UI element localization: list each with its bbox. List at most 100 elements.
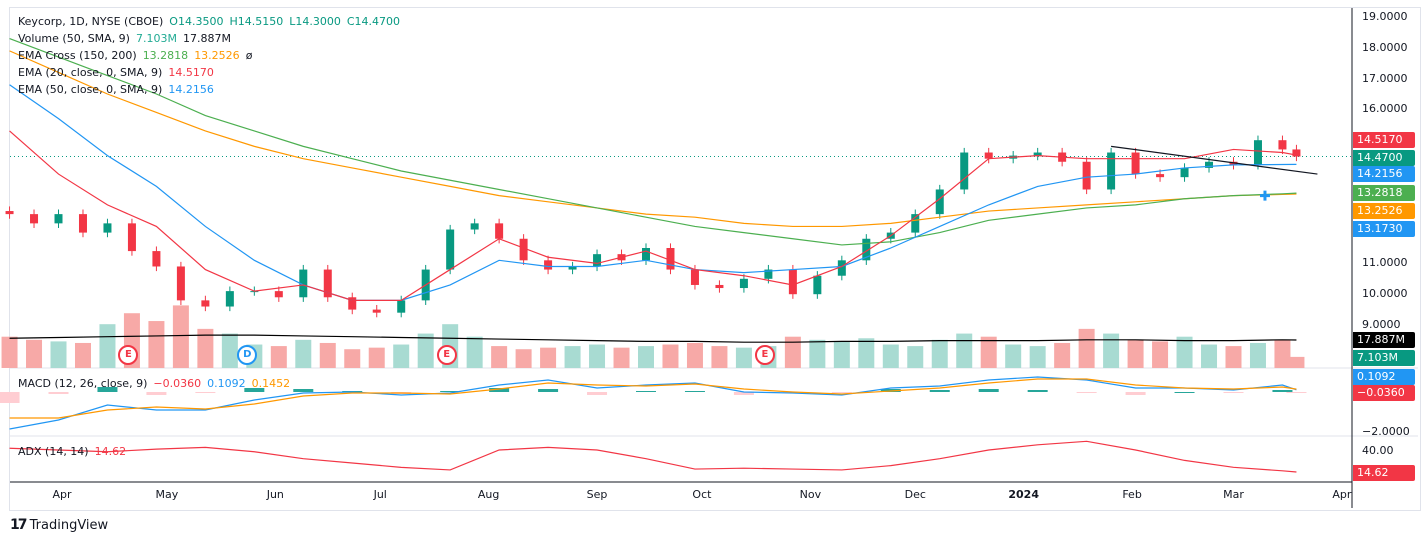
- trendline: [1111, 145, 1318, 175]
- price-badge: 17.887M: [1353, 332, 1415, 348]
- candle-body: [5, 211, 14, 215]
- earnings-marker[interactable]: E: [754, 345, 775, 365]
- volume-bar: [637, 346, 654, 368]
- legend-macd[interactable]: MACD (12, 26, close, 9) −0.0360 0.1092 0.14…: [18, 377, 296, 390]
- candle-body: [78, 214, 87, 233]
- candle-body: [641, 248, 650, 261]
- volume-bar: [1288, 356, 1305, 368]
- price-badge: 0.1092: [1353, 369, 1415, 385]
- candle-body: [715, 284, 724, 289]
- macd-histogram-bar: [97, 387, 118, 392]
- volume-bar: [319, 342, 336, 368]
- volume-bar: [1, 336, 18, 368]
- close-value: C14.4700: [346, 15, 401, 28]
- macd-histogram-bar: [1272, 390, 1293, 392]
- price-tick: 10.0000: [1362, 287, 1408, 301]
- adx-axis-tick: 40.00: [1362, 444, 1394, 457]
- legend-ema-cross[interactable]: EMA Cross (150, 200) 13.2818 13.2526 ø: [18, 49, 258, 62]
- chart-frame: [9, 7, 1421, 511]
- macd-histogram-bar: [929, 390, 950, 392]
- volume-sma-line: [9, 334, 1297, 343]
- volume-bar: [270, 346, 287, 368]
- candle-body: [764, 269, 773, 279]
- macd-histogram-bar: [489, 388, 510, 392]
- candle-body: [984, 152, 993, 159]
- macd-value: 0.1092: [207, 377, 246, 390]
- volume-bar: [735, 347, 752, 368]
- tradingview-logo[interactable]: 17 TradingView: [10, 517, 108, 533]
- legend-adx[interactable]: ADX (14, 14) 14.62: [18, 445, 132, 458]
- time-axis-label: Jul: [373, 488, 387, 501]
- high-value: H14.5150: [229, 15, 284, 28]
- volume-bar: [1103, 333, 1120, 368]
- earnings-marker[interactable]: E: [118, 345, 139, 365]
- volume-bar: [344, 349, 361, 368]
- macd-histogram-bar: [1125, 392, 1146, 395]
- macd-histogram-bar: [48, 392, 69, 394]
- volume-bar: [931, 339, 948, 368]
- candle-body: [862, 238, 871, 261]
- candle-body: [1107, 152, 1116, 190]
- dividend-marker[interactable]: D: [237, 345, 258, 365]
- volume-bar: [956, 333, 973, 368]
- candle-body: [397, 300, 406, 313]
- candle-body: [519, 238, 528, 261]
- time-axis-label: Jun: [266, 488, 284, 501]
- legend-volume[interactable]: Volume (50, SMA, 9) 7.103M 17.887M: [18, 32, 237, 45]
- candle-body: [690, 269, 699, 285]
- volume-bar: [466, 336, 483, 368]
- price-badge: 7.103M: [1353, 350, 1415, 366]
- ema150-line: [9, 37, 1297, 246]
- candle-body: [739, 278, 748, 289]
- macd-histogram-bar: [587, 392, 608, 395]
- open-value: O14.3500: [169, 15, 224, 28]
- price-tick: 11.0000: [1362, 256, 1408, 270]
- macd-histogram-bar: [1223, 392, 1244, 393]
- price-badge: 13.1730: [1353, 221, 1415, 237]
- macd-histogram-bar: [684, 391, 705, 392]
- candle-body: [30, 214, 39, 224]
- legend-main[interactable]: Keycorp, 1D, NYSE (CBOE) O14.3500 H14.5150…: [18, 15, 406, 28]
- volume-bar: [1005, 344, 1022, 368]
- volume-bar: [1152, 341, 1169, 368]
- candle-body: [568, 266, 577, 270]
- adx-label: ADX (14, 14): [18, 445, 89, 458]
- macd-histogram-bar: [195, 392, 216, 393]
- price-badge: 14.5170: [1353, 132, 1415, 148]
- time-axis-label: Apr: [1332, 488, 1352, 501]
- candle-body: [103, 223, 112, 233]
- legend-ema20[interactable]: EMA (20, close, 0, SMA, 9) 14.5170: [18, 66, 220, 79]
- volume-bar: [417, 333, 434, 368]
- time-axis-label: Oct: [692, 488, 712, 501]
- macd-histogram-bar: [538, 389, 559, 392]
- macd-line: [9, 376, 1297, 430]
- time-axis-label: Dec: [904, 488, 926, 501]
- volume-label: Volume (50, SMA, 9): [18, 32, 130, 45]
- signal-line: [9, 378, 1297, 419]
- macd-label: MACD (12, 26, close, 9): [18, 377, 148, 390]
- volume-bar: [1127, 339, 1144, 368]
- legend-ema50[interactable]: EMA (50, close, 0, SMA, 9) 14.2156: [18, 83, 220, 96]
- macd-histogram-bar: [1027, 390, 1048, 392]
- candle-body: [1180, 167, 1189, 178]
- macd-histogram-bar: [1174, 392, 1195, 393]
- ema20-label: EMA (20, close, 0, SMA, 9): [18, 66, 163, 79]
- earnings-marker[interactable]: E: [436, 345, 457, 365]
- volume-bar: [1225, 346, 1242, 368]
- candle-body: [1278, 140, 1287, 150]
- macd-histogram-bar: [0, 392, 20, 403]
- candle-body: [470, 223, 479, 230]
- price-badge: 14.4700: [1353, 150, 1415, 166]
- volume-bar: [148, 321, 165, 368]
- price-badge: 14.2156: [1353, 166, 1415, 182]
- price-badge: 14.62: [1353, 465, 1415, 481]
- adx-value: 14.62: [94, 445, 127, 458]
- volume-bar: [858, 338, 875, 368]
- ema50-line: [9, 84, 1297, 301]
- volume-bar: [26, 339, 43, 368]
- volume-bar: [589, 344, 606, 368]
- candle-body: [1033, 152, 1042, 156]
- price-tick: 17.0000: [1362, 71, 1408, 85]
- adx-line: [9, 440, 1297, 473]
